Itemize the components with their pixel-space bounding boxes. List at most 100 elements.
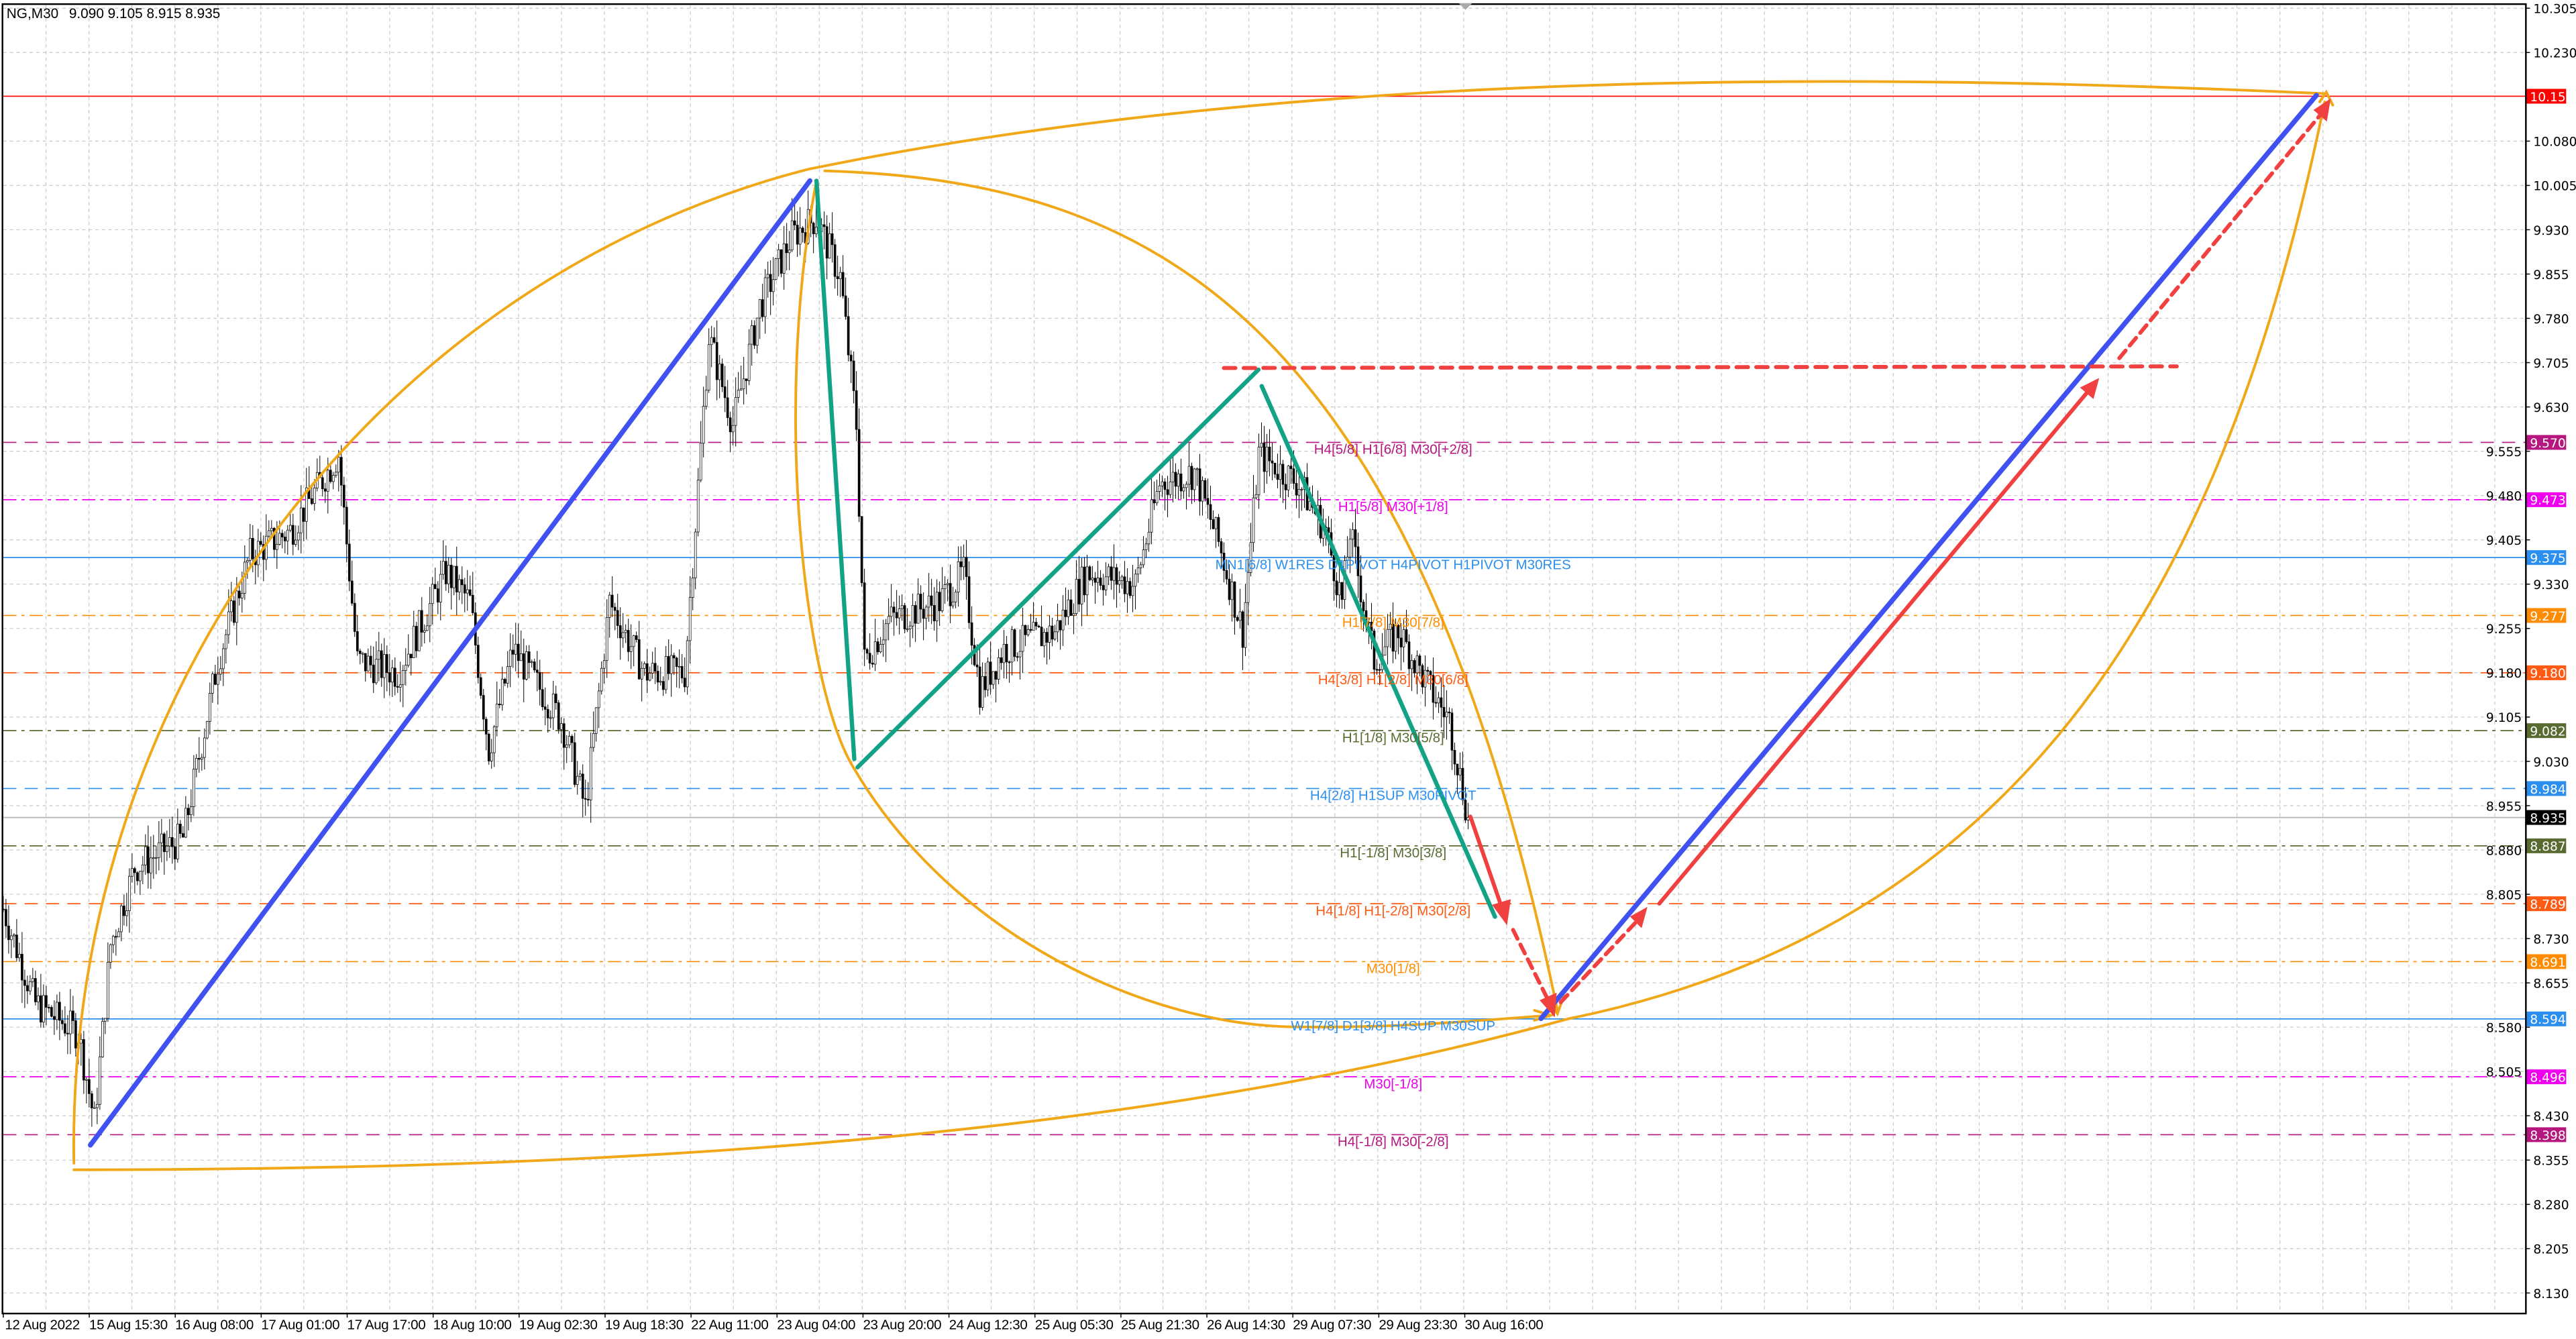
candle-body	[109, 944, 112, 963]
candle-body	[769, 274, 772, 292]
candle-body	[868, 653, 871, 663]
candle-body	[796, 225, 799, 245]
candle-body	[841, 272, 845, 297]
candle-body	[1198, 468, 1201, 502]
candle-body	[1161, 481, 1164, 486]
price-badge	[2526, 838, 2567, 853]
candle-body	[559, 723, 563, 730]
candle-body	[1424, 670, 1427, 688]
candle-body	[1104, 576, 1108, 590]
inner-arc-left[interactable]	[794, 179, 1552, 1028]
candle-body	[278, 533, 281, 545]
candle-body	[833, 244, 837, 277]
candle-body	[1102, 585, 1105, 590]
candle-body	[32, 978, 34, 982]
candle-body	[1289, 466, 1293, 470]
candle-body	[970, 622, 973, 646]
candle-body	[1257, 447, 1260, 495]
candle-body	[270, 528, 273, 531]
price-badge	[2526, 435, 2567, 450]
candle-body	[667, 656, 670, 674]
candle-body	[678, 665, 681, 667]
candle-body	[1077, 579, 1081, 604]
uptrend-line-1[interactable]	[88, 178, 813, 1148]
candle-body	[710, 337, 713, 345]
candle-body	[323, 488, 327, 492]
uptrend-line-2[interactable]	[1538, 93, 2319, 1022]
candle-body	[514, 643, 517, 655]
candle-body	[927, 595, 930, 608]
candle-body	[1351, 529, 1354, 539]
candle-body	[166, 845, 168, 853]
wave-line[interactable]	[814, 178, 857, 761]
wave-line[interactable]	[855, 367, 1261, 769]
candle-body	[96, 1104, 99, 1108]
candle-body	[1064, 609, 1067, 617]
candle-body	[895, 612, 898, 619]
price-badge	[2526, 810, 2567, 825]
projection-arrow[interactable]	[1468, 814, 1504, 909]
x-tick-label: 25 Aug 21:30	[1121, 1317, 1199, 1332]
y-tick-label: 9.480	[2486, 490, 2522, 504]
candle-body	[720, 364, 724, 387]
x-tick-label: 29 Aug 07:30	[1293, 1317, 1371, 1332]
wave-line[interactable]	[1259, 384, 1497, 919]
candle-body	[876, 641, 879, 653]
price-badge-label: 9.570	[2530, 437, 2565, 451]
shift-marker-icon[interactable]	[1458, 3, 1472, 10]
y-tick-label: 8.955	[2486, 800, 2522, 814]
right-arc[interactable]	[1567, 100, 2326, 1020]
candle-body	[1461, 767, 1464, 800]
candle-body	[436, 588, 439, 603]
candle-body	[1346, 557, 1349, 561]
candle-body	[627, 630, 630, 652]
candle-body	[965, 557, 968, 577]
candle-body	[836, 276, 839, 280]
candle-body	[632, 635, 635, 647]
candle-body	[1383, 646, 1387, 656]
candle-body	[645, 663, 649, 681]
y-tick-label: 9.705	[2533, 357, 2569, 371]
candle-body	[240, 593, 244, 598]
candle-body	[56, 1002, 58, 1020]
projection-arrow[interactable]	[1657, 387, 2092, 906]
candle-body	[201, 757, 203, 760]
candle-body	[144, 846, 147, 865]
candle-body	[107, 962, 109, 1019]
candle-body	[1359, 576, 1362, 602]
projection-dashed-arrow[interactable]	[2117, 109, 2325, 360]
candle-body	[1265, 446, 1269, 472]
candle-body	[123, 906, 125, 916]
candle-body	[959, 561, 963, 568]
candle-body	[444, 561, 447, 584]
candle-body	[1450, 712, 1454, 751]
inner-arc-right[interactable]	[823, 169, 1559, 1012]
outer-arc[interactable]	[72, 80, 2326, 1165]
candle-body	[855, 390, 858, 430]
projection-dashed-arrow[interactable]	[1511, 928, 1552, 1004]
candle-body	[954, 592, 957, 602]
candle-body	[117, 931, 120, 938]
bottom-arc[interactable]	[72, 1017, 1570, 1171]
level-label: H4[5/8] H1[6/8] M30[+2/8]	[1314, 442, 1472, 458]
candle-body	[822, 224, 826, 227]
price-axis[interactable]: 10.305 10.230 10.080 10.005 9.930 9.855 9.780 9…	[2486, 3, 2576, 1301]
candle-body	[734, 397, 737, 426]
candle-body	[358, 651, 362, 654]
candle-body	[613, 606, 616, 611]
arrowhead-icon	[1540, 992, 1557, 1018]
x-tick-label: 22 Aug 11:00	[691, 1317, 768, 1332]
candle-body	[1405, 629, 1408, 643]
x-tick-label: 17 Aug 17:00	[347, 1317, 426, 1332]
resistance-dashed-line[interactable]	[1222, 364, 2179, 370]
candle-body	[814, 227, 818, 234]
candle-body	[147, 846, 150, 873]
drawings[interactable]	[72, 80, 2334, 1171]
time-axis[interactable]: 12 Aug 2022 15 Aug 15:30 16 Aug 08:00 17 Au…	[3, 1312, 1544, 1332]
candle-body	[1075, 579, 1078, 614]
candle-body	[452, 566, 455, 588]
candle-body	[825, 226, 828, 259]
candle-body	[1000, 657, 1003, 663]
projection-dashed-arrow[interactable]	[1558, 918, 1640, 1004]
